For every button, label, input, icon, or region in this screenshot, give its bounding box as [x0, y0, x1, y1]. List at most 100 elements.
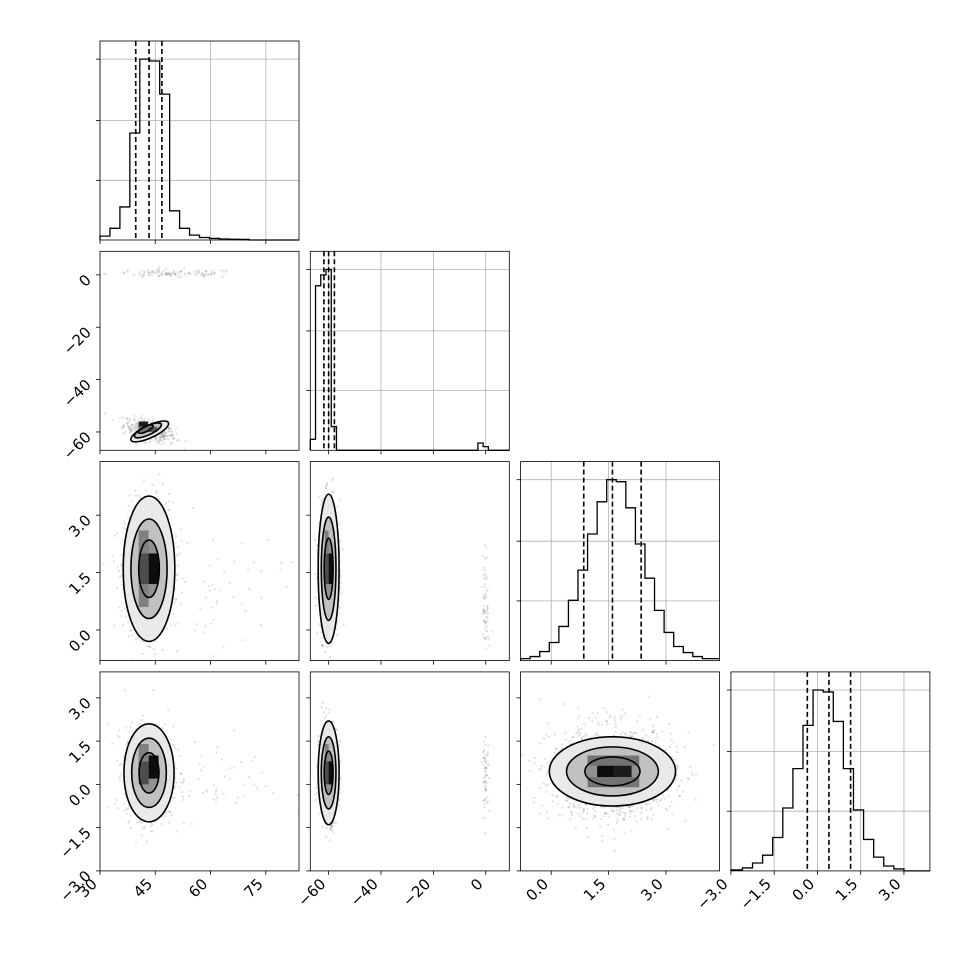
scatter-point: [484, 759, 487, 762]
scatter-point: [126, 741, 129, 744]
scatter-point: [143, 418, 147, 421]
scatter-point: [329, 644, 333, 647]
scatter-point: [484, 787, 488, 790]
scatter-point: [177, 545, 180, 549]
scatter-point: [157, 270, 161, 273]
scatter-point: [168, 500, 171, 503]
scatter-point: [132, 428, 135, 431]
scatter-point: [143, 272, 146, 275]
scatter-point: [485, 754, 489, 757]
scatter-point: [577, 803, 581, 807]
scatter-point: [221, 275, 224, 278]
scatter-point: [612, 828, 615, 831]
scatter-point: [175, 439, 179, 442]
scatter-point: [484, 767, 487, 770]
scatter-point: [126, 422, 129, 425]
scatter-point: [163, 442, 166, 445]
scatter-point: [329, 656, 332, 659]
scatter-point: [143, 441, 146, 444]
scatter-point: [157, 442, 161, 445]
scatter-point: [210, 606, 213, 609]
scatter-point: [161, 483, 165, 486]
scatter-point: [167, 434, 170, 437]
scatter-point: [202, 273, 205, 276]
scatter-point: [600, 723, 604, 727]
scatter-point: [141, 821, 144, 824]
scatter-point: [141, 652, 144, 655]
scatter-point: [576, 731, 579, 734]
scatter-point: [134, 426, 137, 429]
scatter-point: [320, 644, 323, 647]
scatter-point: [160, 440, 164, 443]
scatter-point: [163, 438, 166, 441]
scatter-point: [161, 431, 164, 435]
scatter-point: [547, 735, 550, 738]
scatter-point: [538, 812, 541, 815]
scatter-point: [192, 506, 195, 509]
scatter-point: [167, 493, 170, 496]
scatter-point: [486, 796, 489, 799]
scatter-point: [133, 414, 136, 417]
scatter-point: [316, 631, 319, 635]
scatter-point: [127, 820, 131, 823]
scatter-point: [243, 794, 246, 797]
scatter-point: [128, 494, 131, 497]
scatter-point: [325, 836, 328, 839]
scatter-point: [127, 269, 130, 272]
scatter-point: [338, 612, 341, 615]
scatter-point: [316, 734, 320, 738]
scatter-point: [484, 647, 488, 650]
scatter-point: [483, 799, 486, 802]
scatter-point: [127, 516, 130, 519]
scatter-point: [165, 435, 169, 438]
scatter-point: [187, 272, 190, 275]
scatter-point: [484, 760, 487, 763]
scatter-point: [123, 689, 127, 692]
scatter-point: [633, 815, 637, 818]
density-cell: [138, 761, 149, 785]
scatter-point: [174, 767, 178, 770]
scatter-point: [483, 756, 486, 760]
scatter-point: [167, 426, 170, 430]
scatter-point: [587, 836, 590, 839]
scatter-point: [482, 633, 485, 636]
scatter-point: [208, 589, 212, 592]
scatter-point: [210, 622, 213, 625]
contour-line: [323, 750, 334, 796]
scatter-point: [483, 776, 487, 779]
scatter-point: [170, 441, 174, 444]
scatter-point: [164, 435, 167, 438]
scatter-point: [193, 629, 196, 632]
scatter-point: [486, 616, 489, 619]
scatter-point: [123, 522, 126, 525]
scatter-point: [544, 784, 547, 787]
scatter-point: [167, 429, 170, 432]
scatter-point: [482, 750, 485, 753]
scatter-point: [339, 760, 342, 763]
scatter-point: [621, 708, 624, 711]
density-cell: [138, 584, 149, 608]
scatter-point: [123, 809, 126, 812]
scatter-point: [130, 814, 133, 817]
scatter-point: [314, 793, 317, 796]
scatter-point: [484, 788, 487, 791]
panel-2d-0-2: [96, 461, 300, 665]
scatter-point: [202, 631, 205, 634]
scatter-point: [197, 271, 201, 274]
scatter-point: [285, 585, 288, 589]
scatter-point: [126, 424, 129, 427]
scatter-point: [484, 798, 487, 801]
scatter-point: [142, 479, 146, 482]
scatter-point: [133, 417, 136, 421]
scatter-point: [169, 272, 172, 275]
scatter-point: [146, 271, 149, 274]
scatter-point: [666, 809, 669, 812]
scatter-point: [140, 269, 144, 272]
scatter-point: [172, 437, 175, 440]
scatter-point: [111, 418, 114, 421]
scatter-point: [216, 795, 219, 799]
scatter-point: [181, 790, 184, 793]
scatter-point: [127, 426, 130, 429]
scatter-point: [125, 808, 128, 811]
scatter-point: [177, 272, 180, 275]
